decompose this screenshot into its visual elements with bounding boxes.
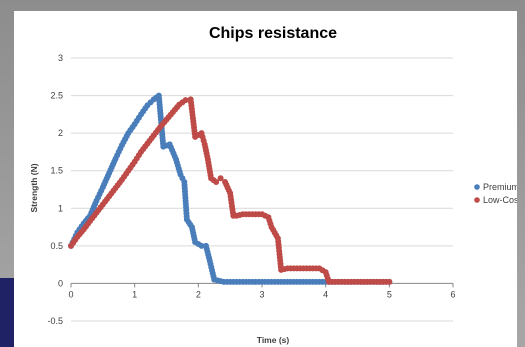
gridlines: [71, 57, 453, 322]
data-point: [182, 97, 189, 104]
y-tick-label: 0.5: [50, 241, 63, 251]
legend-marker: [474, 184, 480, 190]
y-axis: -0.5 0 0.5 1 1.5 2 2.5 3: [47, 53, 63, 326]
x-tick-label: 1: [132, 289, 137, 299]
y-tick-label: 1.5: [50, 166, 63, 176]
y-tick-label: 0: [58, 278, 63, 288]
y-tick-label: -0.5: [47, 316, 63, 326]
y-tick-label: 2: [58, 128, 63, 138]
x-axis-title: Time (s): [257, 335, 290, 345]
chart-title: Chips resistance: [209, 25, 337, 42]
x-axis: 0 1 2 3 4 5 6: [68, 282, 456, 299]
legend-label: Premium: [483, 182, 517, 192]
x-tick-label: 5: [387, 289, 392, 299]
chart-area: Chips resistance -0.5 0 0.5 1 1.5 2 2.5 3 0 1 2 3 4…: [14, 11, 517, 347]
y-tick-label: 2.5: [50, 91, 63, 101]
x-tick-label: 0: [68, 289, 73, 299]
background-panel: [0, 278, 14, 347]
data-point: [198, 242, 205, 249]
data-point: [213, 178, 220, 185]
y-tick-label: 3: [58, 53, 63, 63]
plot-points: [68, 92, 393, 285]
data-point: [217, 175, 224, 182]
data-point: [386, 278, 393, 285]
x-tick-label: 3: [259, 289, 264, 299]
legend: Premium Low-Cost: [474, 182, 517, 205]
y-tick-label: 1: [58, 203, 63, 213]
x-tick-label: 2: [196, 289, 201, 299]
legend-marker: [474, 197, 480, 203]
y-axis-title: Strength (N): [29, 163, 39, 212]
legend-label: Low-Cost: [483, 195, 517, 205]
x-tick-label: 6: [450, 289, 455, 299]
chart-svg: Chips resistance -0.5 0 0.5 1 1.5 2 2.5 3 0 1 2 3 4…: [29, 25, 517, 345]
x-tick-label: 4: [323, 289, 328, 299]
